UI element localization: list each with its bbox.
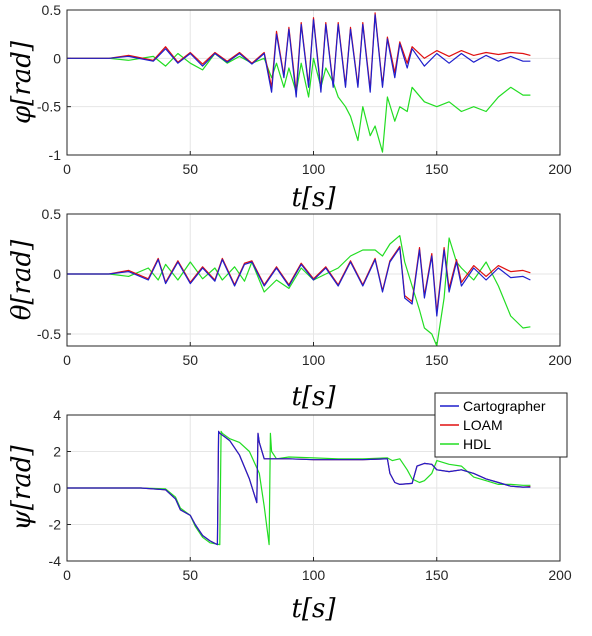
x-tick-label: 200 xyxy=(548,352,572,368)
y-tick-label: -0.5 xyxy=(37,326,61,342)
y-axis-label: φ[rad] xyxy=(7,40,37,124)
y-tick-label: -4 xyxy=(49,553,62,569)
series-group xyxy=(67,12,531,153)
series-line-cartographer xyxy=(67,247,531,317)
x-tick-label: 150 xyxy=(425,567,449,583)
x-tick-label: 0 xyxy=(63,161,71,177)
x-axis-label: t[s] xyxy=(291,594,336,624)
legend-label-hdl: HDL xyxy=(463,436,491,452)
legend-label-cartographer: Cartographer xyxy=(463,398,546,414)
legend-label-loam: LOAM xyxy=(463,417,503,433)
y-tick-label: 4 xyxy=(53,407,61,423)
x-tick-label: 0 xyxy=(63,567,71,583)
x-tick-label: 0 xyxy=(63,352,71,368)
x-tick-label: 150 xyxy=(425,352,449,368)
chart-panel-3: 0 50 100 150 200 4 2 0 -2 -4 t[s] ψ[rad] Cartographe… xyxy=(7,392,572,624)
chart-panel-1: 0 50 100 150 200 0.5 0 -0.5 -1 t[s] φ[rad] xyxy=(7,2,572,213)
x-tick-label: 50 xyxy=(182,567,198,583)
y-tick-label: -2 xyxy=(49,517,62,533)
series-line-cartographer xyxy=(67,430,531,546)
series-group xyxy=(67,235,531,346)
x-tick-label: 200 xyxy=(548,567,572,583)
x-tick-label: 200 xyxy=(548,161,572,177)
axis-frame xyxy=(66,9,561,156)
y-tick-label: 0.5 xyxy=(42,206,62,222)
y-tick-label: 0 xyxy=(53,480,61,496)
series-group xyxy=(67,430,531,546)
y-tick-label: -1 xyxy=(49,147,62,163)
x-axis-label: t[s] xyxy=(291,382,336,412)
x-tick-label: 100 xyxy=(302,352,326,368)
axis-frame xyxy=(66,414,561,562)
y-axis-label: ψ[rad] xyxy=(7,445,37,531)
series-line-cartographer xyxy=(67,14,531,98)
y-tick-label: 0 xyxy=(53,266,61,282)
x-tick-label: 100 xyxy=(302,567,326,583)
series-line-hdl xyxy=(67,430,531,546)
y-tick-label: 0.5 xyxy=(42,2,62,18)
x-tick-label: 50 xyxy=(182,161,198,177)
x-tick-label: 50 xyxy=(182,352,198,368)
y-tick-label: -0.5 xyxy=(37,99,61,115)
x-axis-label: t[s] xyxy=(291,183,336,213)
axis-frame xyxy=(66,213,561,347)
legend: Cartographer LOAM HDL xyxy=(434,392,568,458)
x-tick-label: 150 xyxy=(425,161,449,177)
y-tick-label: 0 xyxy=(53,50,61,66)
x-tick-label: 100 xyxy=(302,161,326,177)
y-tick-label: 2 xyxy=(53,444,61,460)
y-axis-label: θ[rad] xyxy=(7,239,37,320)
